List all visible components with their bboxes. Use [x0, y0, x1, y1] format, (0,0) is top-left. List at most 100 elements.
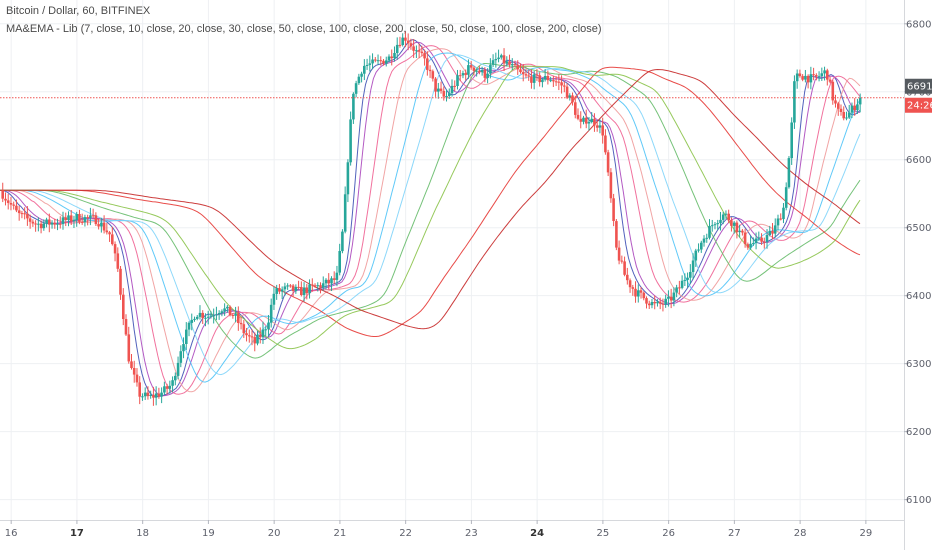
- candle-body: [152, 394, 155, 398]
- candle-body: [710, 225, 714, 227]
- time-axis-label: 25: [597, 528, 610, 539]
- candle-body: [620, 260, 624, 262]
- candle-body: [546, 76, 550, 81]
- candle-body: [193, 318, 196, 320]
- candle-body: [612, 198, 615, 221]
- candle-body: [765, 235, 769, 242]
- candle-body: [17, 210, 21, 214]
- candle-body: [67, 215, 70, 221]
- candle-body: [382, 60, 385, 64]
- current-price-value: 6691.2: [907, 82, 932, 93]
- candle-body: [752, 243, 755, 245]
- candle-body: [387, 56, 391, 61]
- candle-body: [486, 73, 489, 78]
- candle-body: [45, 219, 48, 224]
- candle-body: [847, 112, 851, 118]
- candle-body: [42, 223, 46, 229]
- candle-body: [505, 61, 509, 64]
- candle-body: [428, 69, 432, 72]
- candle-body: [278, 288, 281, 292]
- ma-line-100: [0, 65, 861, 350]
- candle-body: [746, 244, 750, 248]
- candle-body: [376, 60, 380, 62]
- candle-body: [291, 285, 295, 291]
- candle-body: [823, 70, 826, 74]
- candle-body: [91, 215, 95, 217]
- candle-body: [374, 59, 377, 61]
- candle-body: [37, 223, 40, 225]
- candle-body: [264, 329, 267, 331]
- candle-body: [719, 219, 722, 224]
- candle-body: [231, 315, 235, 316]
- candle-body: [617, 247, 621, 261]
- candle-body: [795, 73, 799, 82]
- candle-body: [565, 86, 569, 98]
- candle-body: [116, 253, 120, 269]
- candle-body: [385, 60, 388, 64]
- candle-body: [549, 80, 552, 82]
- candle-body: [302, 287, 306, 295]
- candle-body: [645, 298, 648, 304]
- candle-body: [705, 237, 709, 239]
- time-axis-label: 21: [334, 528, 347, 539]
- candle-body: [335, 272, 339, 280]
- candle-body: [480, 69, 484, 73]
- candle-body: [198, 312, 202, 317]
- candle-body: [502, 55, 506, 64]
- candle-body: [494, 59, 498, 61]
- candle-body: [738, 230, 741, 233]
- candle-body: [409, 43, 413, 47]
- candle-body: [75, 214, 78, 220]
- candle-body: [483, 69, 487, 78]
- candle-body: [201, 312, 204, 319]
- candle-body: [650, 302, 654, 306]
- time-axis-label: 22: [399, 528, 412, 539]
- candle-body: [557, 81, 561, 83]
- time-axis-label: 26: [662, 528, 675, 539]
- candle-body: [609, 172, 613, 199]
- candle-body: [834, 100, 837, 104]
- candle-body: [15, 205, 18, 211]
- candle-body: [763, 241, 766, 243]
- price-axis-label: 6600.0: [906, 155, 932, 166]
- candle-body: [401, 37, 404, 45]
- candle-body: [204, 317, 207, 319]
- candle-body: [143, 392, 147, 397]
- candle-body: [568, 95, 572, 98]
- candle-body: [511, 64, 514, 66]
- candle-body: [741, 230, 744, 233]
- candle-body: [297, 286, 300, 288]
- candle-body: [154, 393, 158, 398]
- candle-body: [543, 76, 547, 80]
- candle-body: [341, 231, 344, 252]
- candle-countdown: 24:26: [907, 101, 932, 112]
- candle-body: [680, 280, 684, 288]
- candle-body: [664, 298, 667, 304]
- candle-body: [590, 118, 593, 122]
- candle-body: [368, 63, 372, 65]
- candle-body: [442, 90, 446, 97]
- candle-body: [357, 76, 361, 84]
- candle-body: [513, 64, 517, 66]
- candle-body: [691, 260, 695, 272]
- candle-body: [587, 121, 591, 124]
- candle-body: [28, 218, 32, 222]
- candle-body: [858, 97, 862, 105]
- candle-body: [552, 80, 555, 82]
- candle-body: [815, 75, 818, 77]
- candle-body: [782, 207, 785, 220]
- candle-body: [48, 219, 51, 225]
- candle-body: [406, 40, 410, 44]
- candle-body: [702, 238, 706, 243]
- candle-body: [491, 60, 495, 65]
- candle-body: [801, 76, 804, 80]
- study-legend[interactable]: MA&EMA - Lib (7, close, 10, close, 20, c…: [6, 23, 602, 35]
- candle-body: [584, 117, 588, 124]
- candle-body: [798, 73, 802, 77]
- candle-body: [448, 93, 451, 96]
- symbol-title[interactable]: Bitcoin / Dollar, 60, BITFINEX: [6, 5, 151, 17]
- candle-body: [437, 88, 440, 92]
- candle-body: [464, 73, 467, 75]
